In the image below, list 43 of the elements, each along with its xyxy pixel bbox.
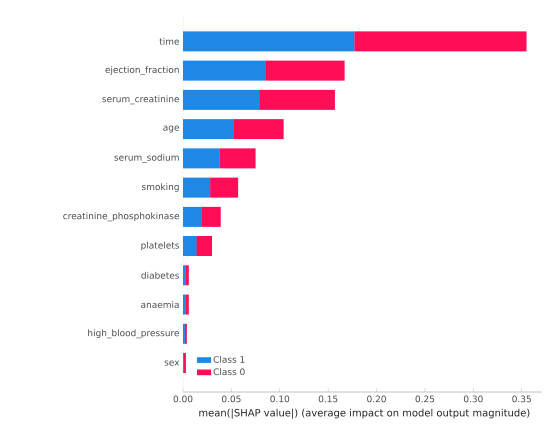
bar: [183, 60, 266, 81]
x-tick-label: 0.15: [318, 396, 338, 402]
bar: [186, 294, 189, 315]
bar: [201, 206, 221, 227]
y-tick-label: sex: [164, 360, 180, 366]
bar: [183, 265, 186, 286]
y-tick-label: anaemia: [141, 301, 179, 308]
x-tick-label: 0.30: [464, 396, 483, 402]
bar: [354, 31, 527, 52]
x-tick-label: 0.20: [367, 396, 386, 402]
bar: [183, 236, 197, 256]
y-tick-label: high_blood_pressure: [88, 329, 180, 338]
y-tick-label: time: [159, 38, 180, 45]
x-tick-label: 0.10: [270, 396, 290, 402]
y-tick-label: age: [163, 126, 180, 133]
x-tick-label: 0.05: [222, 396, 241, 402]
x-tick-label: 0.35: [512, 396, 531, 402]
bar: [183, 119, 234, 140]
legend-label: Class 1: [214, 356, 244, 363]
legend-label: Class 0: [214, 368, 245, 376]
bar: [183, 148, 220, 168]
x-axis-title: mean(|SHAP value|) (average impact on model output magnitude): [199, 408, 530, 419]
y-tick-label: creatinine_phosphokinase: [63, 212, 180, 222]
y-tick-label: ejection_fraction: [105, 66, 179, 76]
bar: [183, 31, 354, 52]
bar: [183, 178, 210, 198]
bar: [210, 178, 238, 198]
bar: [196, 236, 212, 256]
bar: [259, 90, 335, 110]
bar: [183, 294, 186, 315]
bar: [220, 148, 256, 168]
bar: [233, 119, 284, 140]
y-tick-label: platelets: [141, 242, 180, 250]
bar: [183, 90, 260, 110]
y-tick-label: serum_sodium: [114, 154, 179, 163]
y-tick-label: diabetes: [141, 272, 180, 279]
y-tick-label: smoking: [142, 183, 179, 192]
bar: [265, 60, 345, 81]
x-tick-label: 0.25: [416, 396, 434, 402]
bar: [186, 265, 189, 286]
x-tick-label: 0.00: [174, 396, 192, 402]
y-tick-label: serum_creatinine: [102, 95, 180, 104]
bar: [183, 206, 202, 227]
